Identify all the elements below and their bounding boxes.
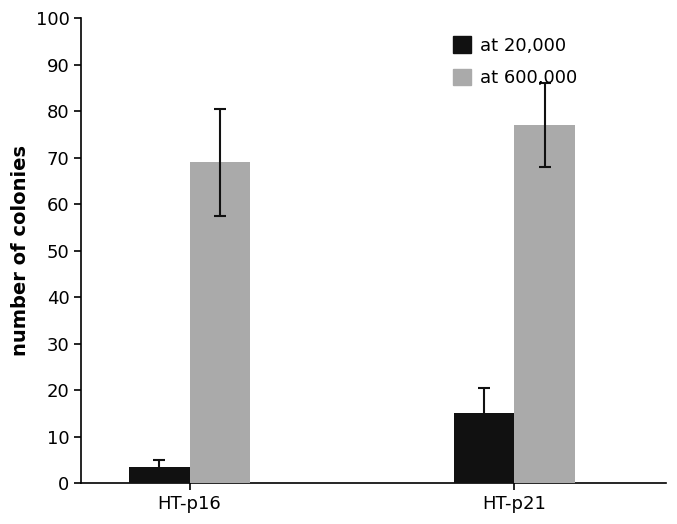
Y-axis label: number of colonies: number of colonies (11, 145, 30, 356)
Bar (129, 467, 190, 483)
Bar (515, 125, 575, 483)
Legend: at 20,000, at 600,000: at 20,000, at 600,000 (453, 37, 577, 88)
Bar (454, 413, 515, 483)
Bar (190, 162, 250, 483)
